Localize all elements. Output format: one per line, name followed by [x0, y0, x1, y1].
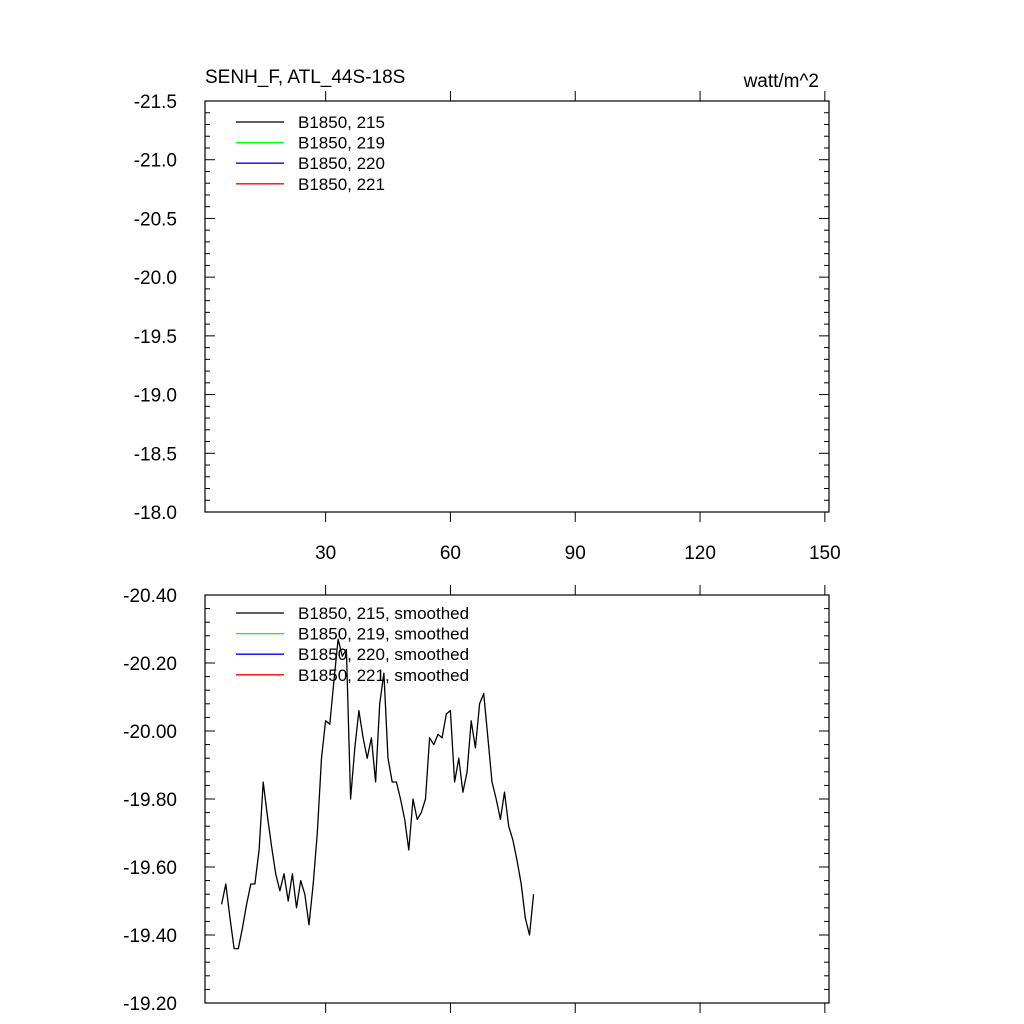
- y-tick-label: -21.0: [134, 151, 177, 172]
- x-tick-label: 30: [315, 543, 336, 564]
- legend-entry: B1850, 215: [298, 113, 385, 132]
- y-tick-label: -18.5: [134, 444, 177, 465]
- y-tick-label: -19.60: [123, 858, 177, 879]
- series-group: [220, 638, 535, 950]
- y-tick-label: -19.0: [134, 386, 177, 407]
- legend-entry: B1850, 221, smoothed: [298, 666, 469, 685]
- y-tick-label: -20.00: [123, 722, 177, 743]
- legend-entry: B1850, 215, smoothed: [298, 604, 469, 623]
- x-tick-label: 150: [809, 543, 841, 564]
- top-panel: SENH_F, ATL_44S-18S watt/m^2 -18.0 -18.5 -19…: [134, 67, 841, 564]
- y-tick-label: -20.5: [134, 209, 177, 230]
- x-tick-label: 60: [440, 543, 461, 564]
- legend-entry: B1850, 219: [298, 134, 385, 153]
- y-tick-label: -20.0: [134, 268, 177, 289]
- units-label: watt/m^2: [743, 71, 819, 92]
- y-tick-label: -21.5: [134, 92, 177, 113]
- y-tick-label: -19.40: [123, 926, 177, 947]
- series-line-1: [220, 638, 535, 950]
- x-tick-label: 90: [565, 543, 586, 564]
- y-tick-label: -19.20: [123, 994, 177, 1015]
- bottom-panel: -19.20 -19.40 -19.60 -19.80 -20.00 -20.20 -20.…: [123, 585, 830, 1015]
- y-tick-label: -20.20: [123, 654, 177, 675]
- chart-title: SENH_F, ATL_44S-18S: [205, 67, 405, 88]
- legend-entry: B1850, 221: [298, 175, 385, 194]
- y-tick-label: -19.5: [134, 327, 177, 348]
- legend-entry: B1850, 220: [298, 154, 385, 173]
- plot-frame: [204, 100, 830, 513]
- legend-entry: B1850, 220, smoothed: [298, 645, 469, 664]
- y-tick-label: -19.80: [123, 790, 177, 811]
- y-tick-label: -20.40: [123, 586, 177, 607]
- x-tick-label: 120: [684, 543, 716, 564]
- y-tick-label: -18.0: [134, 503, 177, 524]
- legend-entry: B1850, 219, smoothed: [298, 625, 469, 644]
